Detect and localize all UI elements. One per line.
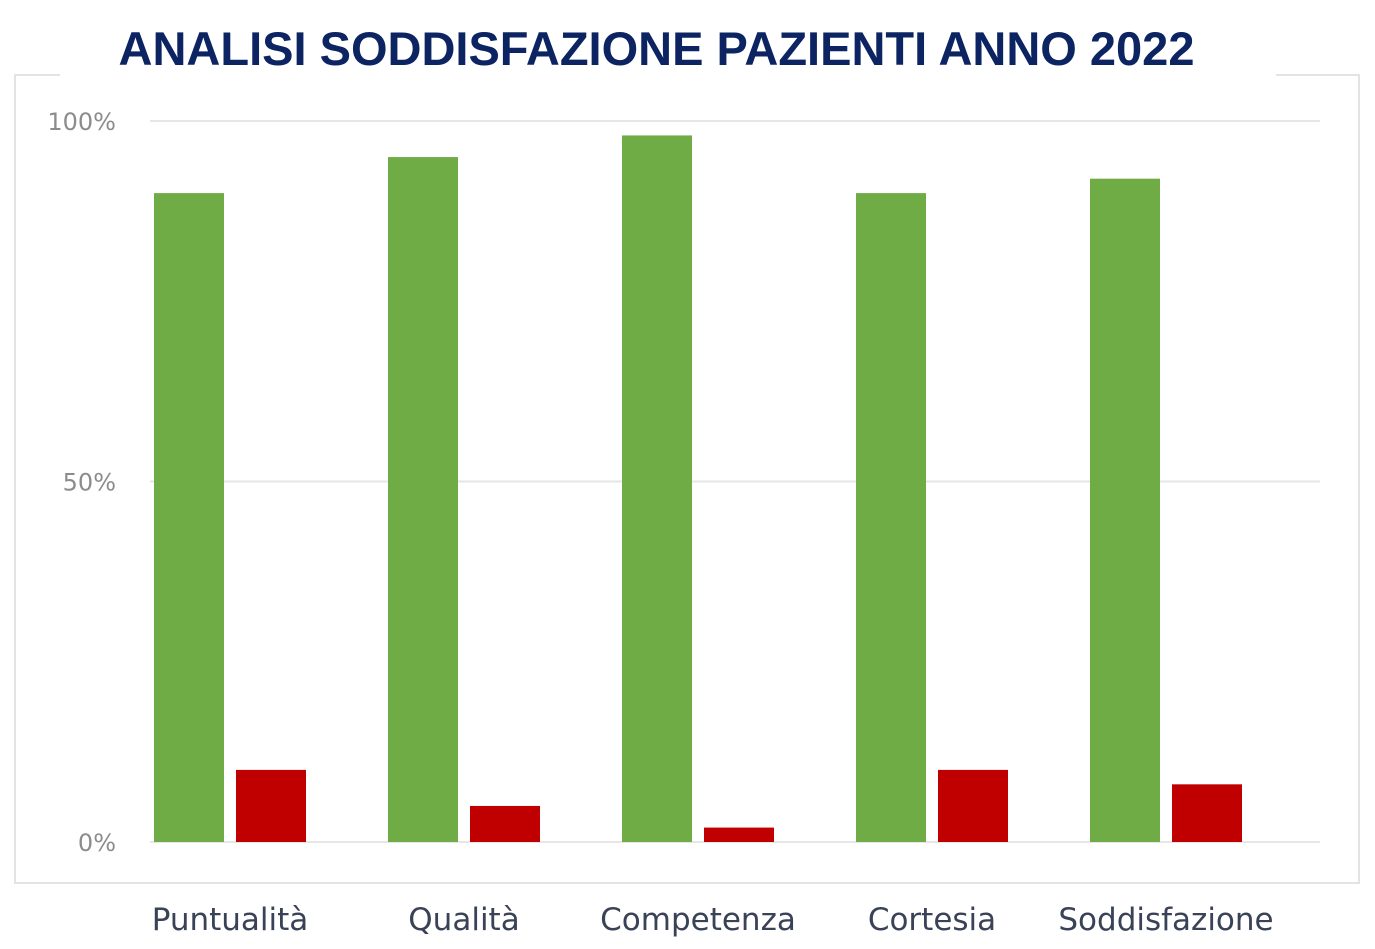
x-category-label: Competenza [600, 902, 796, 938]
bars [154, 135, 1242, 843]
y-axis-tick-labels: 0% 50% 100% [47, 108, 116, 857]
bar-red [1172, 784, 1242, 842]
bar-green [856, 193, 926, 843]
x-category-label: Puntualità [152, 902, 309, 938]
bar-red [704, 827, 774, 842]
bar-red [236, 769, 306, 842]
bar-green [1090, 178, 1160, 842]
page-title: ANALISI SODDISFAZIONE PAZIENTI ANNO 2022 [118, 22, 1195, 75]
bar-red [470, 805, 540, 842]
bar-red [938, 769, 1008, 842]
bar-green [622, 135, 692, 843]
title-backing [60, 20, 1276, 82]
bar-green [388, 157, 458, 843]
y-tick-label: 0% [78, 829, 116, 857]
y-tick-label: 100% [47, 108, 116, 136]
bar-green [154, 193, 224, 843]
x-category-label: Qualità [408, 902, 519, 938]
y-tick-label: 50% [63, 469, 116, 497]
x-category-label: Cortesia [868, 902, 996, 938]
x-axis-category-labels: Puntualità Qualità Competenza Cortesia Soddi… [152, 902, 1274, 938]
x-category-label: Soddisfazione [1058, 902, 1273, 938]
